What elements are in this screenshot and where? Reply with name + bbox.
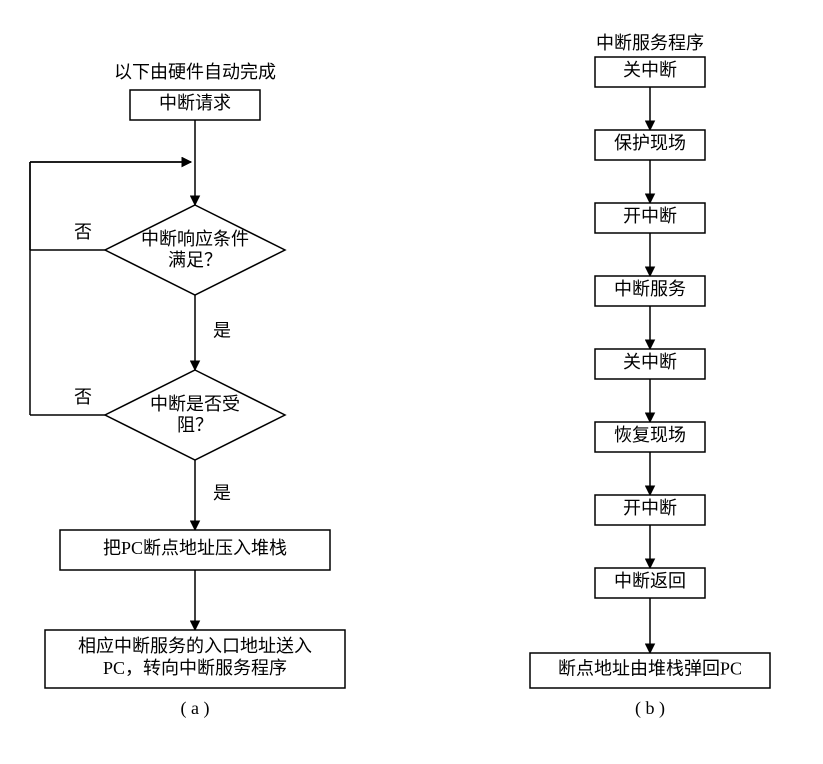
b-label-7: 中断返回 [614, 571, 686, 591]
d1-text1: 中断响应条件 [141, 229, 249, 249]
d2-text1: 中断是否受 [150, 394, 240, 414]
d1-no-label: 否 [74, 222, 92, 242]
d1-text2: 满足？ [168, 250, 222, 270]
caption-b: ( b ) [635, 698, 665, 719]
label-push-pc: 把PC断点地址压入堆栈 [103, 538, 287, 558]
b-label-4: 关中断 [623, 352, 677, 372]
flow-b-title: 中断服务程序 [596, 33, 704, 53]
flow-a-title: 以下由硬件自动完成 [114, 62, 276, 82]
b-label-3: 中断服务 [614, 279, 686, 299]
d2-yes-label: 是 [213, 483, 231, 503]
b-label-6: 开中断 [623, 498, 677, 518]
label-vec-2: PC，转向中断服务程序 [103, 658, 287, 678]
d1-yes-label: 是 [213, 321, 231, 341]
d2-text2: 阻？ [177, 415, 213, 435]
d2-no-label: 否 [74, 387, 92, 407]
label-interrupt-request: 中断请求 [159, 93, 231, 113]
b-label-2: 开中断 [623, 206, 677, 226]
label-vec-1: 相应中断服务的入口地址送入 [78, 636, 312, 656]
b-label-0: 关中断 [623, 60, 677, 80]
b-label-1: 保护现场 [614, 133, 686, 153]
b-label-final: 断点地址由堆栈弹回PC [558, 659, 742, 679]
caption-a: ( a ) [181, 698, 210, 719]
b-label-5: 恢复现场 [614, 425, 686, 445]
